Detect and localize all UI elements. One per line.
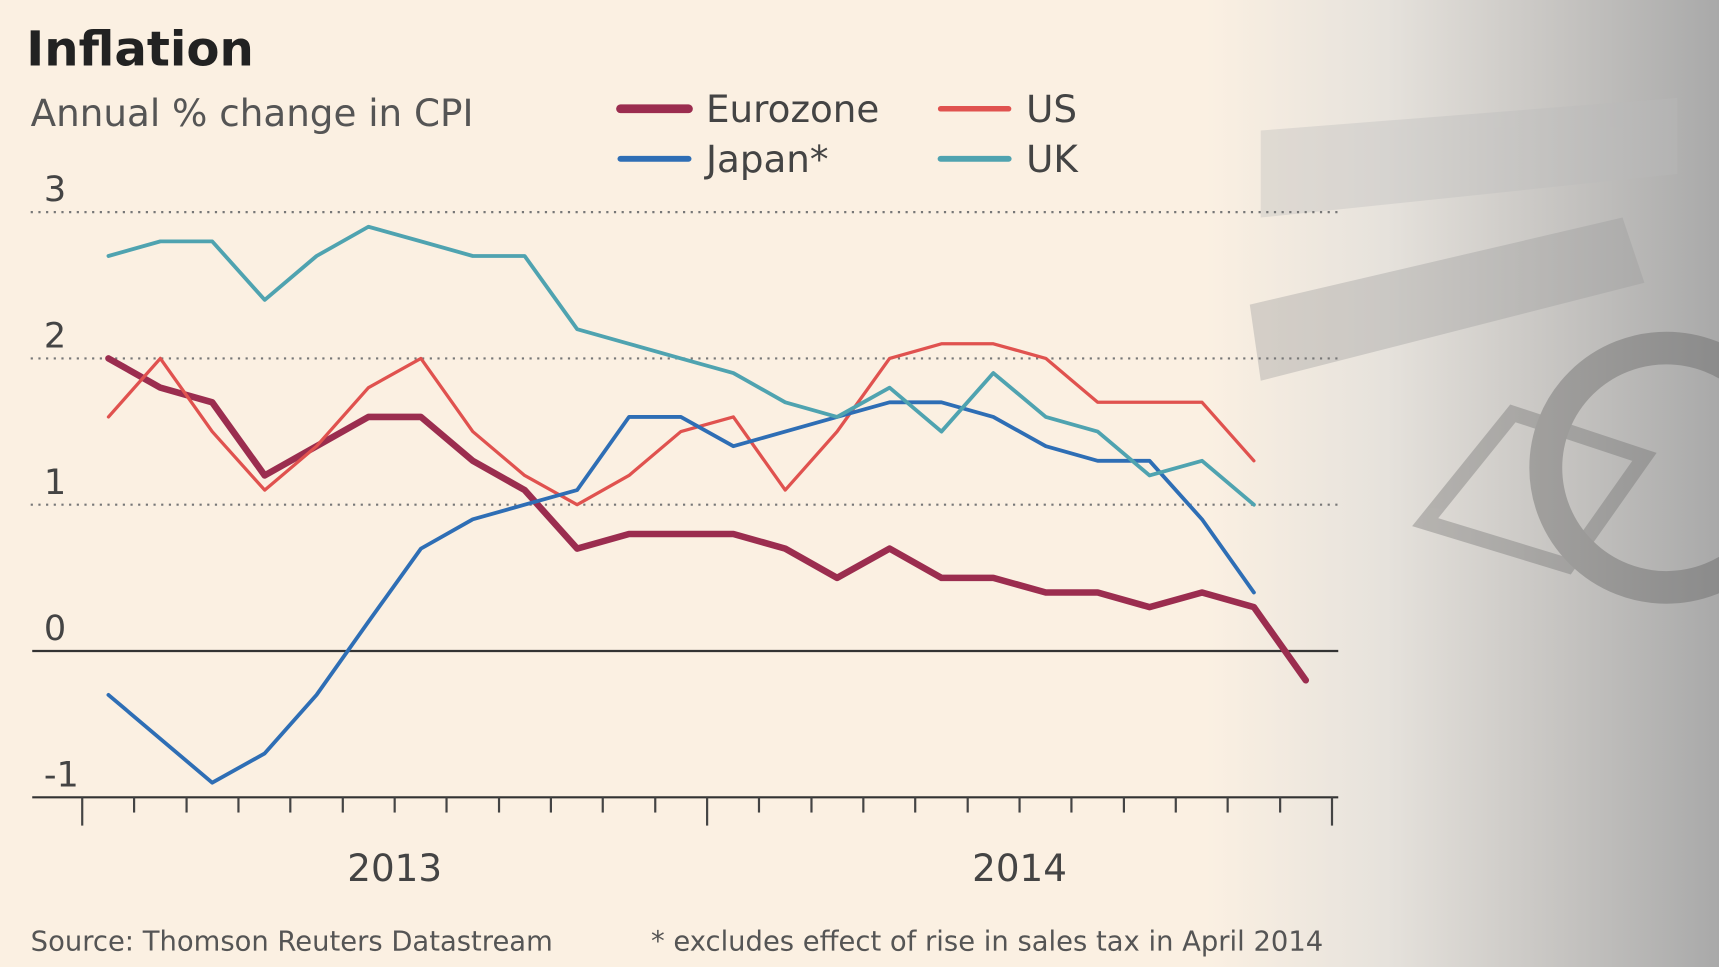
y-tick-label: 3 [44, 170, 66, 210]
legend-label: US [1026, 88, 1077, 131]
y-tick-label: -1 [44, 756, 79, 796]
legend-label: UK [1026, 138, 1079, 181]
chart-title: Inflation [26, 21, 254, 77]
x-tick-label: 2013 [347, 847, 442, 890]
source-note: Source: Thomson Reuters Datastream [31, 927, 553, 958]
chart-subtitle: Annual % change in CPI [31, 92, 474, 135]
y-tick-label: 2 [44, 317, 66, 357]
y-tick-label: 1 [44, 463, 66, 503]
y-tick-label: 0 [44, 609, 66, 649]
legend-label: Eurozone [706, 88, 879, 131]
footnote: * excludes effect of rise in sales tax i… [651, 927, 1323, 958]
chart: Inflation Annual % change in CPI Source:… [0, 0, 1719, 967]
x-tick-label: 2014 [972, 847, 1067, 890]
legend-label: Japan* [704, 138, 829, 181]
